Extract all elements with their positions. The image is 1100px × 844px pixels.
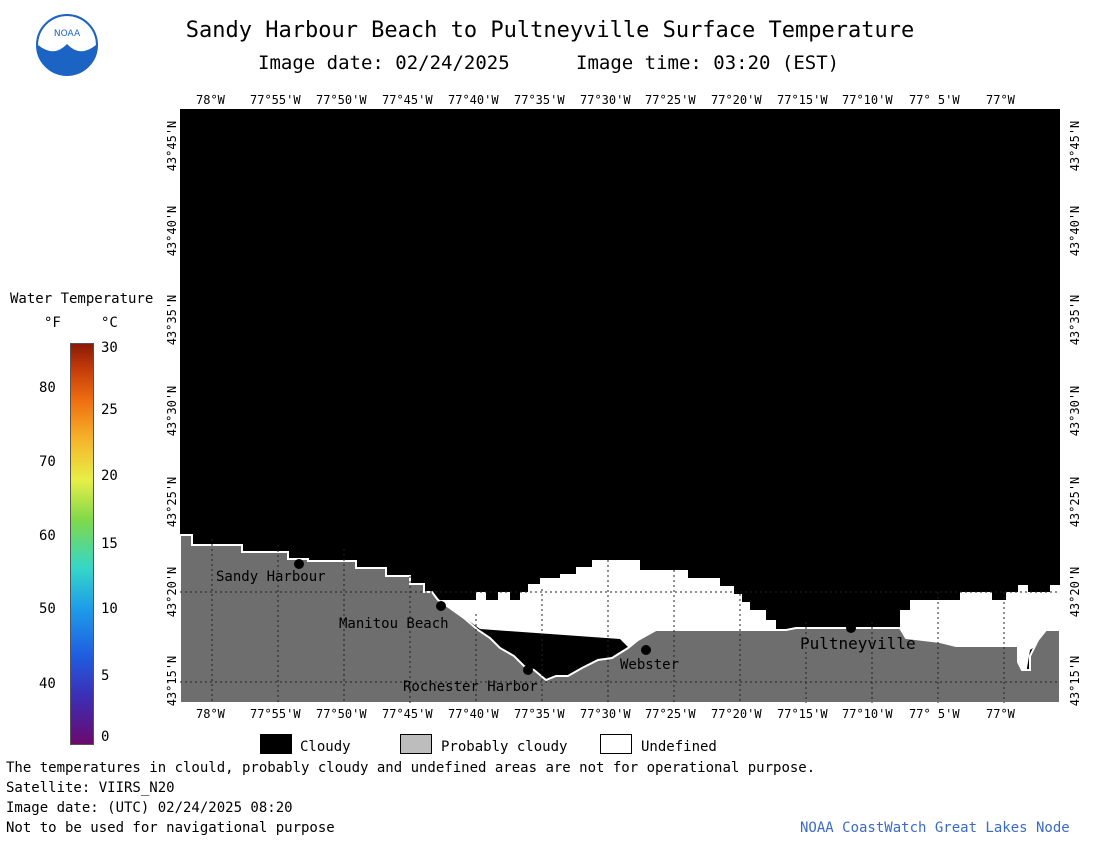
lon-tick: 77° 5'W: [909, 93, 960, 107]
f-tick: 40: [39, 676, 56, 692]
f-tick: 70: [39, 454, 56, 470]
place-marker-manitou-beach: [436, 601, 446, 611]
legend-swatch-probably-cloudy: [400, 734, 432, 754]
lon-tick: 77°35'W: [514, 93, 565, 107]
scale-title: Water Temperature: [10, 291, 154, 307]
lon-tick: 77°10'W: [842, 707, 893, 721]
c-tick: 0: [101, 729, 110, 745]
lon-tick: 78°W: [196, 93, 225, 107]
c-tick: 30: [101, 340, 118, 356]
legend-label-cloudy: Cloudy: [300, 739, 351, 755]
lon-tick: 77°10'W: [842, 93, 893, 107]
place-label-sandy-harbour: Sandy Harbour: [216, 569, 326, 585]
lon-tick: 77°W: [986, 707, 1015, 721]
land-area: [180, 534, 1060, 703]
c-tick: 25: [101, 402, 118, 418]
noaa-logo: NOAA: [36, 14, 98, 76]
lon-tick: 77°50'W: [316, 707, 367, 721]
legend-swatch-undefined: [600, 734, 632, 754]
place-marker-pultneyville: [846, 623, 856, 633]
lat-tick: 43°45'N: [1068, 120, 1082, 172]
temperature-colorbar: [70, 343, 94, 745]
lon-tick: 77°30'W: [580, 707, 631, 721]
lon-tick: 77°55'W: [250, 707, 301, 721]
lat-tick: 43°25'N: [1068, 476, 1082, 528]
scale-unit-f: °F: [44, 315, 61, 331]
c-tick: 20: [101, 468, 118, 484]
legend-label-undefined: Undefined: [641, 739, 717, 755]
lat-tick: 43°25'N: [165, 476, 179, 528]
lon-tick: 77°50'W: [316, 93, 367, 107]
map-title: Sandy Harbour Beach to Pultneyville Surf…: [185, 18, 915, 43]
graticule: [180, 539, 1060, 703]
place-marker-rochester-harbor: [523, 665, 533, 675]
place-label-webster: Webster: [620, 657, 680, 673]
f-tick: 50: [39, 601, 56, 617]
lat-tick: 43°40'N: [1068, 205, 1082, 257]
coastwatch-node-label: NOAA CoastWatch Great Lakes Node: [800, 820, 1070, 836]
navigation-warning: Not to be used for navigational purpose: [6, 820, 335, 836]
lat-tick: 43°20'N: [1068, 566, 1082, 618]
lat-tick: 43°30'N: [1068, 385, 1082, 437]
lon-tick: 77°45'W: [382, 707, 433, 721]
lon-tick: 78°W: [196, 707, 225, 721]
disclaimer-text: The temperatures in clould, probably clo…: [6, 760, 816, 776]
c-tick: 15: [101, 536, 118, 552]
svg-text:NOAA: NOAA: [54, 29, 81, 39]
satellite-text: Satellite: VIIRS_N20: [6, 780, 175, 796]
place-marker-sandy-harbour: [294, 559, 304, 569]
lon-tick: 77° 5'W: [909, 707, 960, 721]
lat-tick: 43°35'N: [1068, 294, 1082, 346]
legend-swatch-cloudy: [260, 734, 292, 754]
scale-unit-c: °C: [101, 315, 118, 331]
lon-tick: 77°35'W: [514, 707, 565, 721]
lat-tick: 43°40'N: [165, 205, 179, 257]
lon-tick: 77°30'W: [580, 93, 631, 107]
image-date: Image date: 02/24/2025: [258, 52, 510, 74]
lon-tick: 77°55'W: [250, 93, 301, 107]
lon-tick: 77°45'W: [382, 93, 433, 107]
lon-tick: 77°40'W: [448, 707, 499, 721]
lon-tick: 77°15'W: [777, 93, 828, 107]
lon-tick: 77°25'W: [645, 93, 696, 107]
lat-tick: 43°45'N: [165, 120, 179, 172]
place-label-rochester-harbor: Rochester Harbor: [403, 679, 538, 695]
lat-tick: 43°15'N: [165, 655, 179, 707]
c-tick: 10: [101, 601, 118, 617]
f-tick: 80: [39, 380, 56, 396]
lat-tick: 43°20'N: [165, 566, 179, 618]
lon-tick: 77°40'W: [448, 93, 499, 107]
f-tick: 60: [39, 528, 56, 544]
lon-tick: 77°20'W: [711, 93, 762, 107]
lon-tick: 77°W: [986, 93, 1015, 107]
c-tick: 5: [101, 668, 110, 684]
place-marker-webster: [641, 645, 651, 655]
utc-date-text: Image date: (UTC) 02/24/2025 08:20: [6, 800, 293, 816]
lat-tick: 43°35'N: [165, 294, 179, 346]
place-label-manitou-beach: Manitou Beach: [339, 616, 449, 632]
lon-tick: 77°15'W: [777, 707, 828, 721]
lat-tick: 43°15'N: [1068, 655, 1082, 707]
image-time: Image time: 03:20 (EST): [576, 52, 840, 74]
lat-tick: 43°30'N: [165, 385, 179, 437]
temperature-map: [180, 109, 1060, 703]
lon-tick: 77°20'W: [711, 707, 762, 721]
lon-tick: 77°25'W: [645, 707, 696, 721]
legend-label-probably-cloudy: Probably cloudy: [441, 739, 568, 755]
place-label-pultneyville: Pultneyville: [800, 634, 916, 653]
